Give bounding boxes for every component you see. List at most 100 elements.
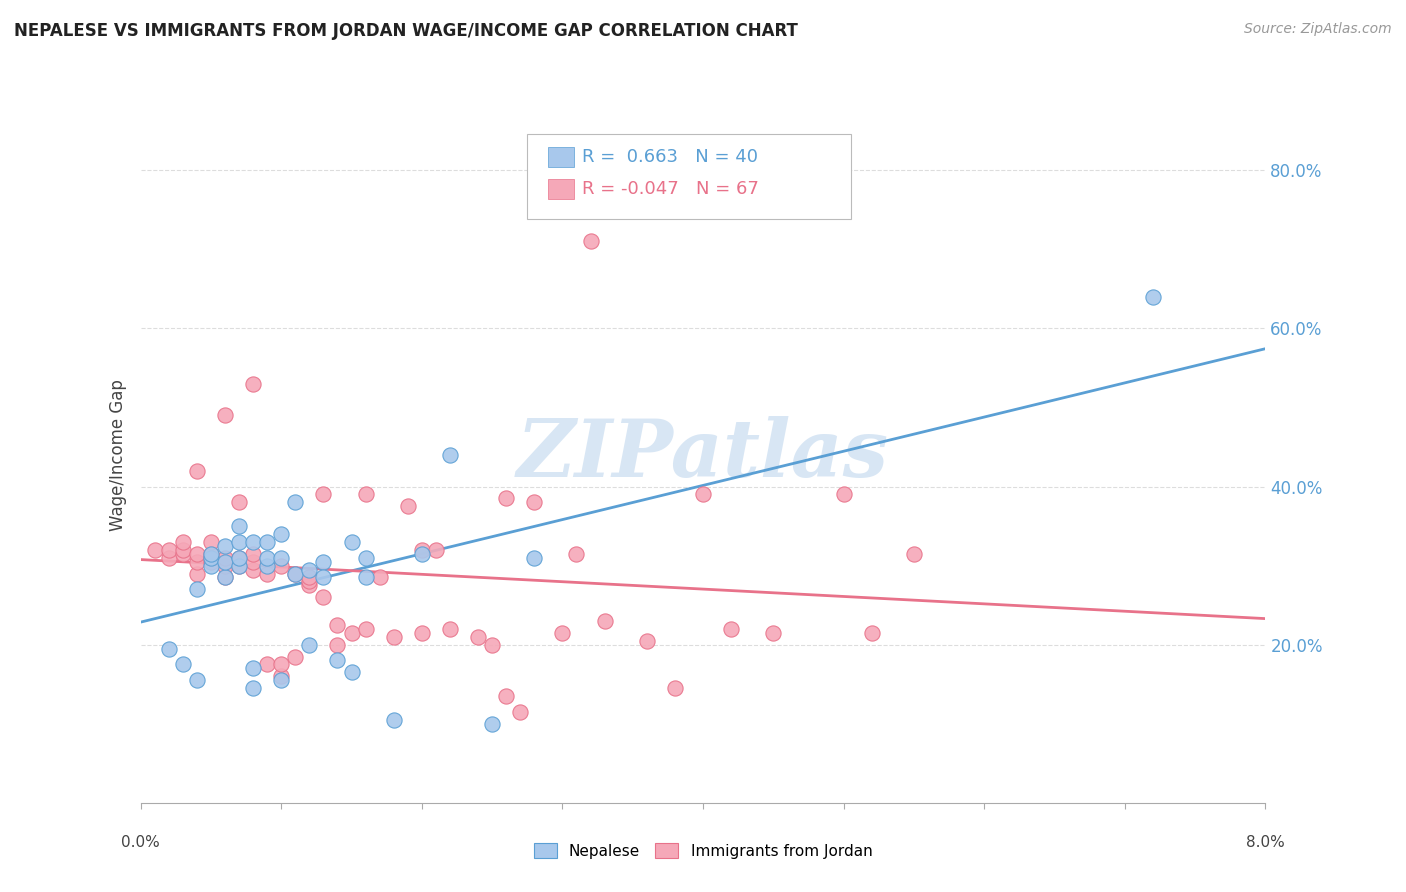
Point: [551, 625, 574, 640]
Point: [256, 657, 278, 672]
Point: [270, 550, 292, 565]
Point: [200, 550, 222, 565]
Point: [214, 555, 236, 569]
Text: 0.0%: 0.0%: [121, 836, 160, 850]
Point: [298, 574, 321, 589]
Text: Source: ZipAtlas.com: Source: ZipAtlas.com: [1244, 22, 1392, 37]
Point: [720, 622, 742, 636]
Point: [214, 570, 236, 584]
Point: [157, 550, 180, 565]
Point: [664, 681, 686, 695]
Point: [242, 555, 264, 569]
Point: [1142, 290, 1164, 304]
Point: [214, 550, 236, 565]
Point: [340, 665, 363, 680]
Point: [242, 376, 264, 391]
Point: [481, 716, 503, 731]
Point: [565, 547, 588, 561]
Point: [284, 495, 307, 509]
Point: [340, 625, 363, 640]
Point: [172, 534, 194, 549]
Point: [860, 625, 883, 640]
Point: [186, 547, 208, 561]
Point: [312, 555, 335, 569]
Point: [326, 653, 349, 667]
Point: [298, 563, 321, 577]
Point: [326, 638, 349, 652]
Point: [692, 487, 714, 501]
Point: [256, 558, 278, 573]
Point: [312, 570, 335, 584]
Point: [172, 547, 194, 561]
Point: [439, 448, 461, 462]
Point: [256, 550, 278, 565]
Point: [396, 500, 419, 514]
Point: [256, 534, 278, 549]
Point: [200, 547, 222, 561]
Point: [143, 542, 166, 557]
Point: [200, 555, 222, 569]
Point: [509, 705, 531, 719]
Point: [186, 555, 208, 569]
Point: [298, 578, 321, 592]
Point: [270, 558, 292, 573]
Y-axis label: Wage/Income Gap: Wage/Income Gap: [110, 379, 128, 531]
Legend: Nepalese, Immigrants from Jordan: Nepalese, Immigrants from Jordan: [527, 837, 879, 864]
Point: [593, 614, 616, 628]
Point: [270, 673, 292, 688]
Point: [298, 570, 321, 584]
Point: [157, 542, 180, 557]
Point: [172, 542, 194, 557]
Point: [270, 657, 292, 672]
Point: [242, 681, 264, 695]
Point: [214, 558, 236, 573]
Point: [354, 622, 377, 636]
Point: [762, 625, 785, 640]
Point: [242, 563, 264, 577]
Point: [186, 582, 208, 597]
Point: [284, 649, 307, 664]
Point: [228, 534, 250, 549]
Point: [242, 534, 264, 549]
Point: [228, 550, 250, 565]
Point: [270, 527, 292, 541]
Point: [425, 542, 447, 557]
Point: [298, 638, 321, 652]
Point: [186, 566, 208, 581]
Point: [228, 558, 250, 573]
Point: [200, 534, 222, 549]
Point: [354, 550, 377, 565]
Text: 8.0%: 8.0%: [1246, 836, 1285, 850]
Point: [172, 657, 194, 672]
Point: [903, 547, 925, 561]
Point: [382, 630, 405, 644]
Point: [214, 409, 236, 423]
Point: [832, 487, 855, 501]
Point: [157, 641, 180, 656]
Point: [200, 547, 222, 561]
Point: [312, 591, 335, 605]
Point: [242, 547, 264, 561]
Point: [481, 638, 503, 652]
Point: [312, 487, 335, 501]
Point: [495, 689, 517, 703]
Point: [411, 625, 433, 640]
Point: [200, 550, 222, 565]
Point: [228, 495, 250, 509]
Point: [284, 566, 307, 581]
Point: [200, 558, 222, 573]
Point: [228, 558, 250, 573]
Point: [340, 534, 363, 549]
Point: [284, 566, 307, 581]
Point: [270, 669, 292, 683]
Point: [411, 542, 433, 557]
Text: R = -0.047   N = 67: R = -0.047 N = 67: [582, 180, 759, 198]
Point: [495, 491, 517, 506]
Point: [228, 519, 250, 533]
Point: [228, 550, 250, 565]
Point: [354, 487, 377, 501]
Point: [523, 550, 546, 565]
Point: [368, 570, 391, 584]
Point: [354, 570, 377, 584]
Point: [636, 633, 658, 648]
